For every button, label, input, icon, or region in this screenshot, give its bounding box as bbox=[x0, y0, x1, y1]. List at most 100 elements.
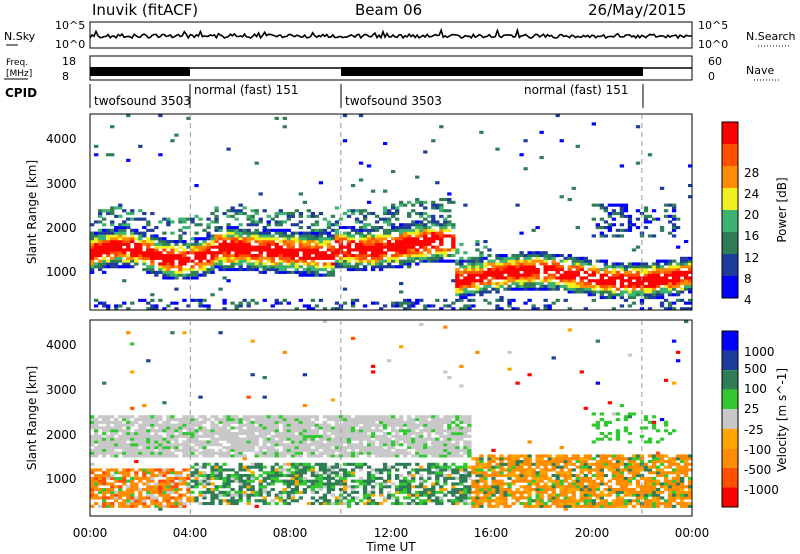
data-cell-2421 bbox=[539, 485, 544, 489]
data-cell-518 bbox=[174, 448, 179, 452]
data-cell-2056 bbox=[607, 279, 613, 283]
data-cell-118 bbox=[110, 493, 115, 497]
data-cell-890 bbox=[302, 273, 308, 277]
data-cell-1438 bbox=[427, 251, 432, 255]
data-cell-945 bbox=[310, 212, 316, 216]
data-cell-1854 bbox=[543, 287, 548, 291]
data-cell-229 bbox=[126, 418, 131, 422]
data-cell-13 bbox=[90, 451, 95, 455]
data-cell-479 bbox=[166, 420, 171, 424]
data-cell-2010 bbox=[443, 429, 448, 433]
data-cell-1765 bbox=[399, 420, 404, 424]
data-cell-755 bbox=[270, 256, 275, 260]
data-cell-1296 bbox=[395, 209, 400, 213]
data-cell-1144 bbox=[362, 268, 368, 272]
data-cell-2254 bbox=[655, 273, 661, 277]
data-cell-972 bbox=[318, 245, 324, 249]
data-cell-237 bbox=[146, 307, 151, 311]
data-cell-209 bbox=[138, 298, 143, 302]
data-cell-1784 bbox=[523, 284, 528, 288]
data-cell-1907 bbox=[427, 471, 432, 475]
data-cell-2197 bbox=[643, 296, 649, 300]
data-cell-1951 bbox=[435, 474, 440, 478]
data-cell-527 bbox=[218, 248, 223, 252]
data-cell-791 bbox=[278, 254, 283, 258]
data-cell-2317 bbox=[671, 282, 677, 286]
data-cell-2219 bbox=[487, 499, 492, 503]
data-cell-1251 bbox=[386, 245, 392, 249]
data-cell-2378 bbox=[687, 290, 693, 294]
data-cell-609 bbox=[190, 429, 195, 433]
data-cell-2395 bbox=[531, 462, 536, 466]
data-cell-841 bbox=[290, 265, 295, 269]
data-cell-1308 bbox=[399, 245, 404, 249]
data-cell-1510 bbox=[443, 223, 448, 227]
data-cell-1605 bbox=[370, 499, 376, 503]
data-cell-1229 bbox=[382, 265, 388, 269]
data-cell-376 bbox=[150, 429, 155, 433]
data-cell-1443 bbox=[427, 231, 432, 235]
data-cell-2507 bbox=[563, 507, 568, 511]
data-cell-1266 bbox=[306, 415, 312, 419]
data-cell-136 bbox=[118, 242, 123, 246]
data-cell-1887 bbox=[423, 454, 428, 458]
data-cell-1269 bbox=[391, 245, 396, 249]
data-cell-700 bbox=[210, 493, 215, 497]
data-cell-404 bbox=[154, 415, 159, 419]
data-cell-2065 bbox=[607, 203, 613, 207]
data-cell-1611 bbox=[370, 476, 376, 480]
data-cell-1659 bbox=[483, 262, 488, 266]
data-cell-1688 bbox=[386, 493, 392, 497]
data-cell-763 bbox=[270, 228, 275, 232]
data-cell-383 bbox=[154, 502, 159, 506]
data-cell-217 bbox=[126, 454, 131, 458]
data-cell-1203 bbox=[298, 474, 303, 478]
data-cell-1315 bbox=[399, 226, 404, 230]
data-cell-1753 bbox=[399, 482, 404, 486]
data-cell-926 bbox=[250, 479, 255, 483]
data-cell-1894 bbox=[555, 276, 560, 280]
data-cell-2090 bbox=[459, 482, 464, 486]
data-cell-2217 bbox=[647, 293, 653, 297]
data-cell-508 bbox=[174, 499, 179, 503]
data-cell-1189 bbox=[370, 237, 376, 241]
data-cell-1117 bbox=[282, 420, 287, 424]
data-cell-779 bbox=[274, 223, 279, 227]
data-cell-1462 bbox=[342, 446, 348, 450]
data-cell-2160 bbox=[471, 496, 476, 500]
data-cell-1242 bbox=[302, 420, 308, 424]
data-cell-374 bbox=[178, 237, 183, 241]
nave-tick-top: 60 bbox=[708, 55, 722, 68]
data-cell-336 bbox=[170, 273, 175, 277]
data-cell-961 bbox=[254, 420, 259, 424]
data-cell-937 bbox=[310, 245, 316, 249]
data-cell-514 bbox=[214, 226, 219, 230]
data-cell-1942 bbox=[571, 270, 576, 274]
data-cell-43 bbox=[94, 426, 99, 430]
data-cell-924 bbox=[306, 214, 312, 218]
data-cell-1779 bbox=[519, 251, 524, 255]
data-cell-1833 bbox=[415, 496, 420, 500]
data-cell-754 bbox=[218, 448, 223, 452]
data-cell-539 bbox=[222, 265, 227, 269]
data-cell-2533 bbox=[567, 476, 572, 480]
data-cell-932 bbox=[250, 448, 255, 452]
data-cell-2144 bbox=[467, 454, 472, 458]
data-cell-2038 bbox=[603, 279, 609, 283]
data-cell-2282 bbox=[663, 282, 669, 286]
data-cell-695 bbox=[206, 429, 211, 433]
data-cell-1314 bbox=[318, 485, 324, 489]
data-cell-2017 bbox=[447, 490, 452, 494]
data-cell-2131 bbox=[463, 420, 468, 424]
data-cell-1964 bbox=[579, 282, 584, 286]
data-cell-1940 bbox=[431, 423, 436, 427]
data-cell-42 bbox=[94, 429, 99, 433]
data-cell-946 bbox=[254, 504, 259, 508]
data-cell-639 bbox=[242, 240, 247, 244]
data-cell-787 bbox=[226, 493, 231, 497]
data-cell-674 bbox=[202, 432, 207, 436]
data-cell-420 bbox=[190, 217, 195, 221]
data-cell-1110 bbox=[354, 262, 360, 266]
data-cell-1090 bbox=[346, 209, 352, 213]
data-cell-2381 bbox=[527, 460, 532, 464]
